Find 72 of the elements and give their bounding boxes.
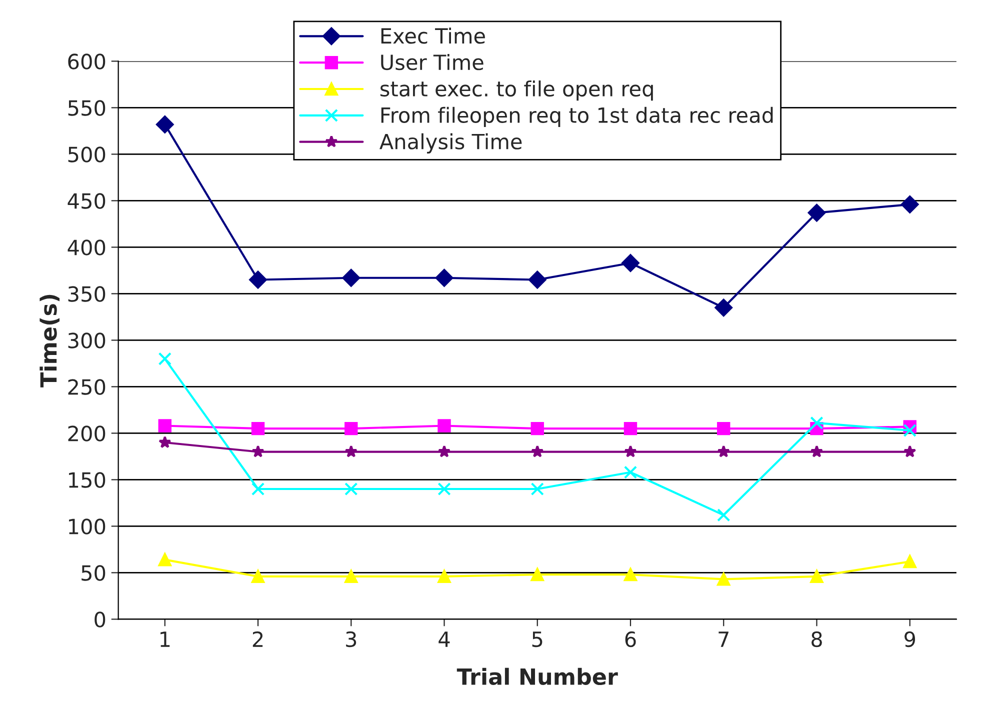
- point: [252, 445, 264, 458]
- point: [249, 270, 267, 289]
- y-tick-label: 200: [68, 426, 106, 442]
- y-tick-label: 100: [69, 518, 106, 534]
- y-tick-label: 400: [68, 240, 106, 256]
- point: [438, 482, 451, 496]
- point: [530, 568, 544, 582]
- point: [528, 270, 546, 289]
- point: [158, 436, 172, 448]
- point: [717, 572, 730, 586]
- point: [624, 445, 637, 458]
- x-axis-title: Trial Number: [456, 668, 618, 686]
- point: [808, 204, 826, 222]
- y-tick-label: 250: [68, 379, 106, 395]
- point: [717, 422, 730, 436]
- point: [342, 268, 360, 287]
- point: [531, 445, 544, 458]
- y-tick-label: 0: [94, 612, 106, 628]
- point: [251, 570, 265, 584]
- y-axis-title: Time(s): [40, 294, 60, 388]
- x-tick-label: 8: [812, 631, 822, 648]
- point: [624, 422, 638, 436]
- y-tick-label: 50: [82, 565, 106, 581]
- point: [344, 422, 358, 436]
- point: [438, 445, 451, 458]
- x-tick-label: 2: [252, 631, 263, 647]
- point: [622, 254, 640, 272]
- point: [903, 554, 916, 568]
- x-tick-label: 6: [625, 631, 636, 648]
- x-tick-label: 3: [346, 631, 356, 648]
- x-tick-label: 4: [438, 632, 450, 647]
- point: [158, 419, 172, 432]
- point: [344, 482, 358, 496]
- point: [810, 416, 824, 430]
- point: [530, 482, 544, 496]
- point: [251, 422, 265, 436]
- legend-label: User Time: [381, 54, 484, 70]
- point: [156, 116, 174, 134]
- point: [810, 570, 824, 584]
- legend-label: start exec. to file open req: [380, 80, 653, 101]
- point: [714, 298, 733, 317]
- x-tick-label: 7: [718, 632, 728, 647]
- point: [158, 553, 172, 566]
- point: [158, 352, 172, 366]
- point: [438, 419, 451, 432]
- point: [900, 196, 919, 214]
- point: [904, 445, 916, 458]
- point: [624, 466, 638, 479]
- y-tick-label: 550: [68, 100, 106, 116]
- point: [435, 268, 454, 287]
- legend-label: From fileopen req to 1st data rec read: [381, 106, 773, 128]
- y-tick-label: 450: [68, 193, 106, 209]
- legend-label: Analysis Time: [380, 133, 522, 154]
- point: [624, 568, 638, 582]
- point: [530, 422, 544, 436]
- point: [810, 445, 824, 458]
- y-tick-label: 350: [68, 286, 106, 302]
- y-tick-label: 150: [69, 472, 106, 488]
- y-tick-label: 600: [68, 54, 106, 70]
- point: [717, 445, 730, 458]
- point: [344, 570, 358, 584]
- legend-label: Exec Time: [381, 28, 485, 44]
- y-tick-label: 500: [68, 146, 106, 162]
- point: [438, 570, 451, 584]
- x-tick-label: 5: [532, 632, 542, 648]
- point: [344, 445, 358, 458]
- x-tick-label: 1: [160, 632, 170, 647]
- x-tick-label: 9: [904, 631, 916, 648]
- y-tick-label: 300: [68, 332, 106, 348]
- point: [251, 482, 265, 496]
- point: [717, 508, 730, 522]
- point: [903, 424, 916, 438]
